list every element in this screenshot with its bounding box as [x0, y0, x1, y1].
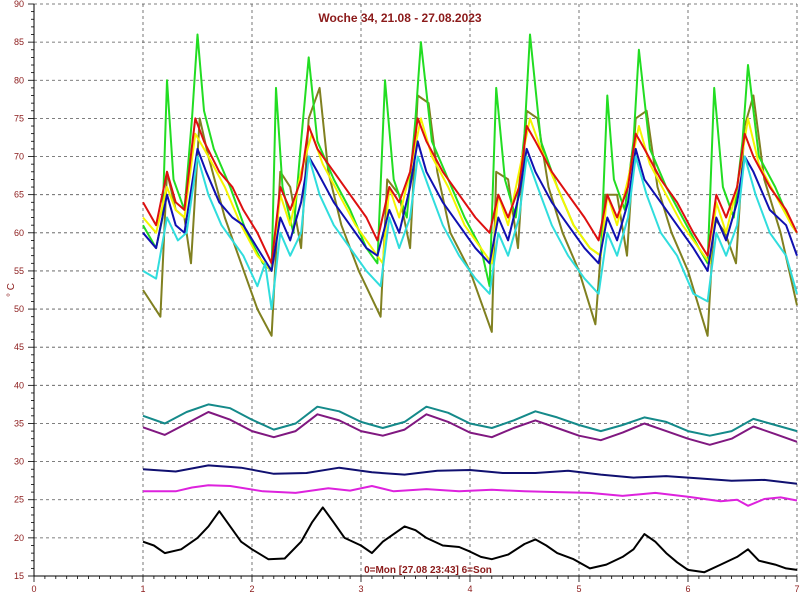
x-tick-label: 5 — [576, 584, 581, 594]
series-line-2 — [142, 33, 798, 288]
y-tick-label: 25 — [14, 495, 24, 505]
series-line-7 — [142, 403, 798, 437]
series-line-8 — [142, 411, 798, 446]
y-tick-label: 85 — [14, 37, 24, 47]
y-axis-label: ° C — [6, 283, 17, 297]
series-line-10 — [143, 484, 798, 507]
series-line-3 — [142, 117, 798, 272]
chart-title: Woche 34, 21.08 - 27.08.2023 — [318, 11, 482, 25]
y-tick-label: 80 — [14, 75, 24, 85]
x-tick-label: 4 — [467, 584, 472, 594]
x-tick-label: 7 — [794, 584, 799, 594]
x-tick-label: 2 — [249, 584, 254, 594]
y-tick-label: 75 — [14, 113, 24, 123]
y-tick-label: 60 — [14, 228, 24, 238]
series-line-5 — [142, 140, 798, 272]
series-line-6 — [142, 155, 798, 311]
y-tick-label: 35 — [14, 418, 24, 428]
series-line-1 — [142, 86, 798, 337]
chart-footer-note: 0=Mon [27.08 23:43] 6=Son — [364, 565, 492, 576]
y-tick-label: 70 — [14, 152, 24, 162]
x-tick-label: 0 — [31, 584, 36, 594]
y-tick-label: 55 — [14, 266, 24, 276]
series-line-9 — [142, 464, 798, 485]
y-tick-label: 40 — [14, 380, 24, 390]
series-line-11 — [142, 506, 798, 574]
y-tick-label: 15 — [14, 571, 24, 581]
series-line-4 — [142, 117, 798, 265]
y-tick-label: 65 — [14, 190, 24, 200]
series-group — [142, 33, 798, 574]
x-tick-label: 1 — [140, 584, 145, 594]
y-tick-label: 30 — [14, 457, 24, 467]
x-tick-label: 6 — [685, 584, 690, 594]
y-tick-label: 45 — [14, 342, 24, 352]
x-tick-label: 3 — [358, 584, 363, 594]
y-tick-label: 50 — [14, 304, 24, 314]
y-tick-label: 90 — [14, 0, 24, 9]
y-tick-label: 20 — [14, 533, 24, 543]
